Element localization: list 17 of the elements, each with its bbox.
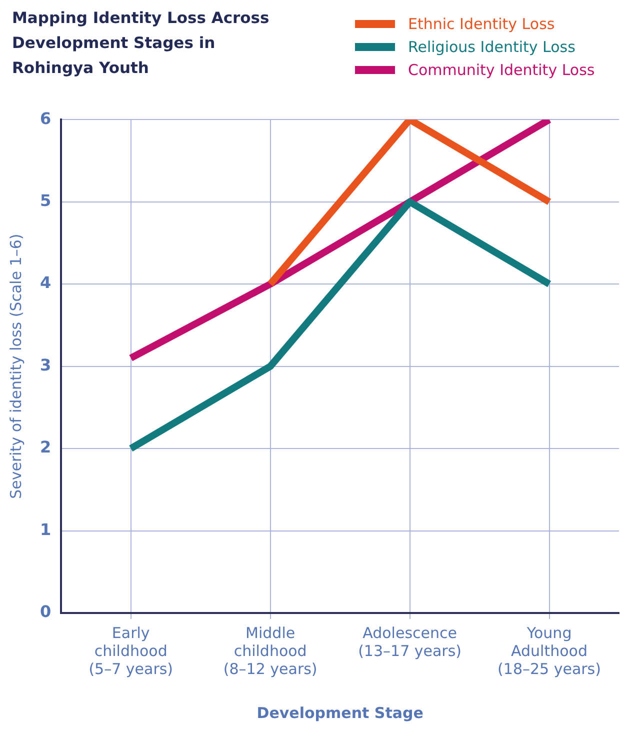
x-tick-label: Early childhood (5–7 years) [88,624,174,678]
chart-title: Mapping Identity Loss Across Development Stages in Rohingya Youth [12,8,270,79]
y-tick-label: 4 [40,273,52,292]
y-tick-label: 5 [40,190,52,210]
y-tick-label: 6 [40,108,52,128]
x-tick-label: Young Adulthood (18–25 years) [498,624,601,678]
legend-label: Community Identity Loss [408,60,595,78]
y-axis-title: Severity of identity loss (Scale 1–6) [6,234,25,499]
y-tick-label: 3 [40,355,52,374]
x-axis-title: Development Stage [256,704,424,722]
y-tick-label: 0 [40,602,52,622]
legend-label: Religious Identity Loss [408,38,576,56]
x-tick-label: Adolescence (13–17 years) [358,624,462,660]
x-tick-label: Middle childhood (8–12 years) [223,624,318,678]
y-tick-label: 2 [40,438,52,457]
y-tick-label: 1 [40,520,52,539]
legend-label: Ethnic Identity Loss [408,14,555,32]
